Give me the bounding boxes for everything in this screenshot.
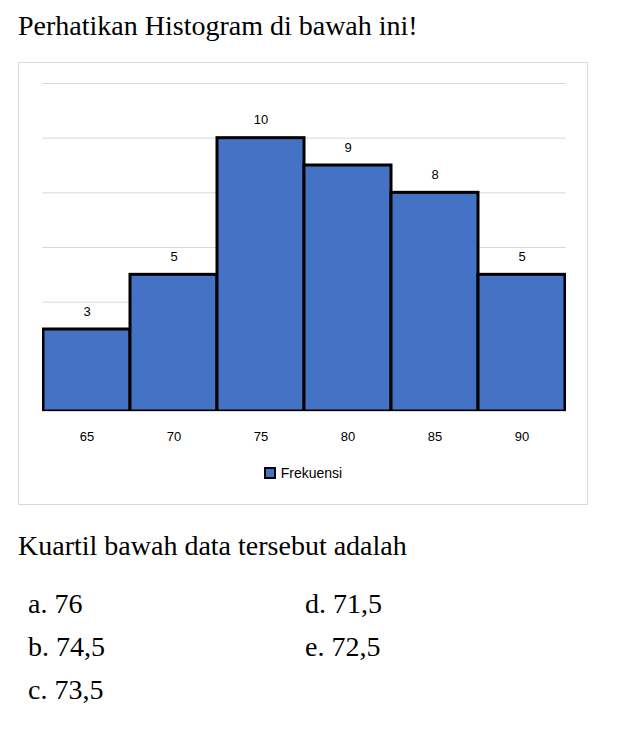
html-text:Perhatikan Histogram di bawah: Perhatikan Histogram di bawah ini! — [18, 10, 418, 41]
html-text:a. 76: a. 76 — [28, 588, 83, 619]
svg-text:8: 8 — [431, 167, 438, 182]
svg-text:5: 5 — [170, 249, 177, 264]
html-text:b. 74,5: b. 74,5 — [28, 631, 105, 662]
svg-text:10: 10 — [254, 112, 268, 127]
svg-text:9: 9 — [344, 140, 351, 155]
html-text:c. 73,5: c. 73,5 — [28, 674, 104, 705]
svg-text:75: 75 — [254, 429, 268, 444]
html-text:e. 72,5: e. 72,5 — [305, 631, 381, 662]
svg-text:85: 85 — [428, 429, 442, 444]
svg-text:5: 5 — [518, 249, 525, 264]
svg-text:65: 65 — [80, 429, 94, 444]
svg-text:70: 70 — [167, 429, 181, 444]
svg-text:90: 90 — [515, 429, 529, 444]
html-text:Kuartil bawah data tersebut ad: Kuartil bawah data tersebut adalah — [18, 530, 407, 561]
html-text:Frekuensi: Frekuensi — [280, 465, 343, 481]
svg-text:3: 3 — [83, 304, 90, 319]
svg-text:80: 80 — [341, 429, 355, 444]
html-text:d. 71,5: d. 71,5 — [305, 588, 382, 619]
